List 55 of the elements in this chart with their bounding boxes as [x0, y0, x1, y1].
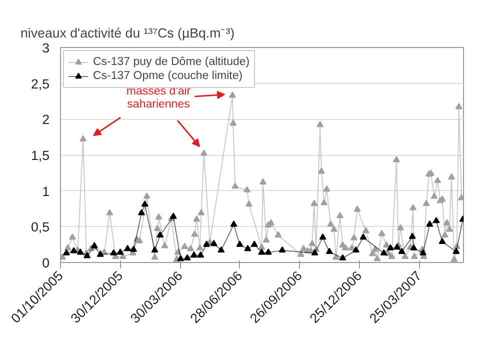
point [130, 246, 138, 252]
legend-label: Cs-137 Opme (couche limite) [93, 69, 243, 83]
point [138, 209, 145, 216]
point [264, 248, 272, 255]
point [184, 254, 191, 260]
point [352, 246, 360, 253]
point [426, 220, 434, 227]
point [96, 250, 104, 257]
point [203, 240, 210, 247]
y-tick-label: 0,5 [30, 220, 50, 235]
point [76, 248, 84, 255]
point [210, 240, 218, 246]
point [170, 212, 177, 219]
point [408, 232, 416, 239]
y-tick-label: 2 [42, 112, 50, 128]
point [156, 231, 164, 238]
point [432, 216, 440, 224]
point [197, 251, 204, 258]
point [190, 251, 198, 258]
legend-label: Cs-137 puy de Dôme (altitude) [93, 55, 250, 69]
point [360, 233, 367, 240]
annotation: masses d'air sahariennes [126, 86, 191, 111]
point [319, 233, 326, 240]
point [84, 252, 91, 258]
point [258, 248, 266, 255]
y-tick-label: 3 [42, 40, 50, 56]
point [151, 246, 158, 253]
point [70, 247, 78, 254]
point [380, 249, 388, 256]
point [452, 248, 460, 254]
point [386, 244, 394, 250]
point [326, 248, 333, 254]
point [62, 249, 70, 256]
point [230, 220, 238, 227]
point [438, 238, 446, 244]
y-tick-label: 1,5 [30, 148, 50, 163]
point [218, 246, 225, 253]
point [110, 249, 118, 256]
point [398, 248, 406, 254]
point [420, 249, 426, 256]
point [177, 254, 184, 262]
point [311, 249, 318, 256]
point [116, 248, 124, 255]
point [278, 246, 286, 253]
point [141, 200, 148, 207]
point [244, 244, 252, 252]
y-tick-label: 1 [42, 184, 50, 199]
point [339, 254, 346, 260]
point [410, 244, 418, 250]
y-axis-title: niveaux d'activité du ¹³⁷Cs (µBq.m⁻³) [20, 26, 235, 40]
y-tick-label: 0 [42, 256, 50, 270]
y-tick-label: 2,5 [30, 76, 50, 92]
point [124, 244, 132, 252]
point [250, 240, 258, 247]
point [236, 240, 244, 247]
